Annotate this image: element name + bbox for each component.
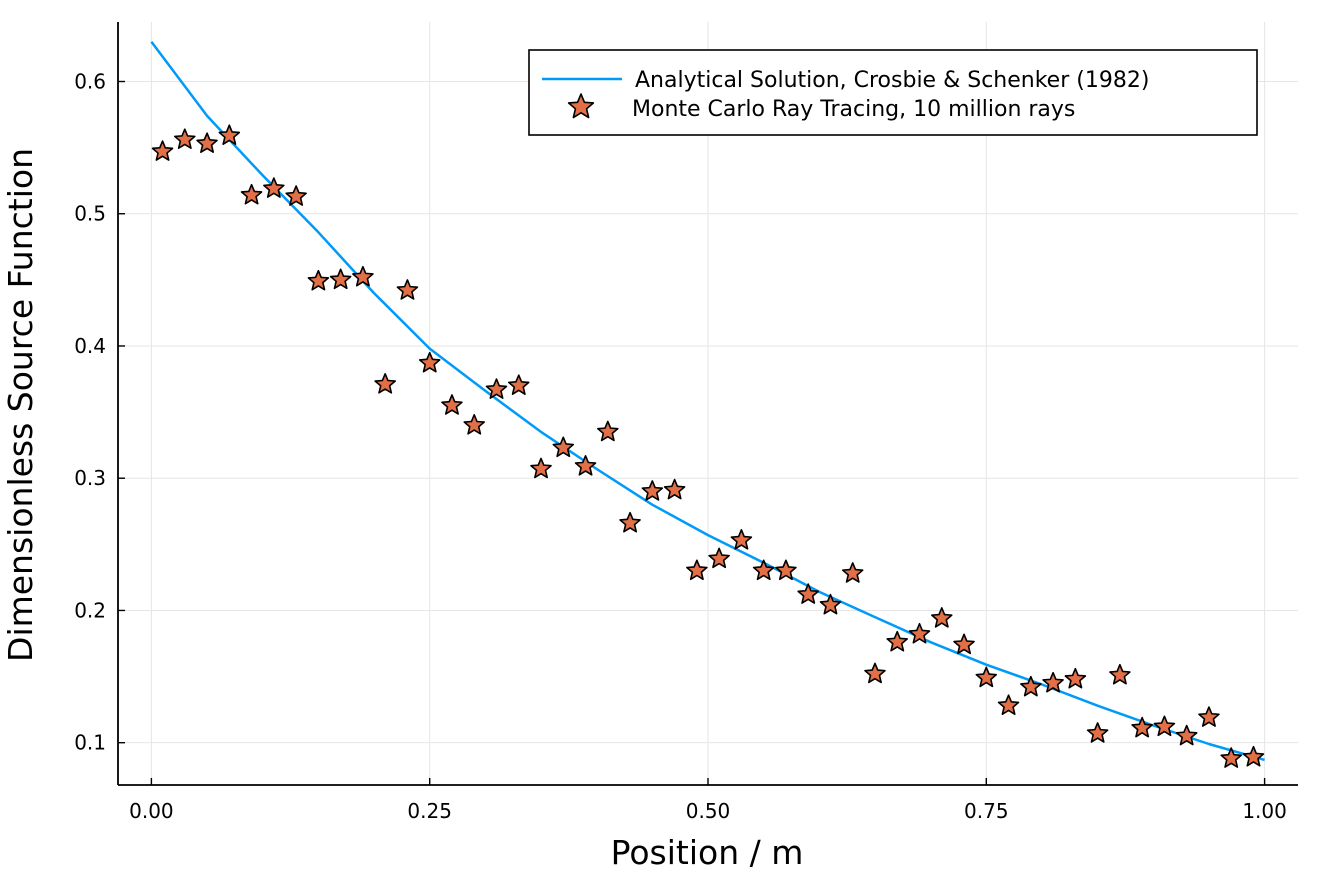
monte-carlo-point	[485, 378, 508, 399]
monte-carlo-point	[908, 622, 931, 644]
monte-carlo-point	[151, 140, 174, 161]
monte-carlo-point	[1153, 715, 1176, 737]
monte-carlo-point	[841, 562, 864, 583]
y-tick-label: 0.3	[74, 466, 106, 490]
x-axis-title: Position / m	[611, 833, 804, 872]
monte-carlo-point	[1242, 745, 1265, 767]
monte-carlo-point	[329, 268, 352, 290]
monte-carlo-point	[1086, 722, 1109, 743]
monte-carlo-point	[1131, 716, 1153, 738]
legend-label-monte-carlo: Monte Carlo Ray Tracing, 10 million rays	[632, 97, 1075, 122]
monte-carlo-point	[196, 132, 218, 153]
monte-carlo-point	[1109, 663, 1131, 685]
tick-labels: 0.00 0.25 0.50 0.75 1.00 0.1 0.2 0.3 0.4 0.5 0.6	[74, 70, 1287, 823]
x-tick-label: 0.25	[407, 799, 452, 823]
y-tick-label: 0.4	[74, 334, 106, 358]
monte-carlo-point	[1175, 724, 1198, 746]
monte-carlo-point	[886, 630, 909, 652]
monte-carlo-point	[619, 511, 641, 533]
monte-carlo-point	[174, 128, 196, 149]
monte-carlo-point	[663, 478, 686, 500]
monte-carlo-point	[953, 633, 975, 655]
x-tick-label: 0.00	[129, 799, 174, 823]
x-tick-label: 0.50	[686, 799, 731, 823]
monte-carlo-point	[597, 420, 619, 442]
monte-carlo-point	[418, 351, 441, 373]
analytical-solution-series	[150, 41, 1265, 762]
monte-carlo-point	[263, 177, 285, 198]
monte-carlo-point	[463, 414, 486, 435]
monte-carlo-point	[1198, 706, 1220, 727]
monte-carlo-point	[864, 662, 886, 684]
monte-carlo-point	[819, 593, 842, 615]
monte-carlo-point	[1020, 675, 1042, 697]
monte-carlo-point	[507, 374, 530, 395]
legend-star-swatch	[567, 93, 595, 119]
monte-carlo-point	[285, 185, 307, 206]
legend-box	[528, 49, 1258, 136]
monte-carlo-point	[374, 373, 396, 394]
monte-carlo-point	[797, 583, 819, 604]
x-tick-label: 1.00	[1242, 799, 1287, 823]
monte-carlo-point	[686, 559, 708, 581]
y-tick-label: 0.2	[74, 598, 106, 622]
y-tick-label: 0.6	[74, 70, 106, 94]
monte-carlo-point	[1064, 667, 1087, 689]
legend-label-analytical: Analytical Solution, Crosbie & Schenker …	[635, 68, 1149, 93]
monte-carlo-point	[1042, 671, 1064, 693]
monte-carlo-point	[218, 124, 241, 146]
y-tick-label: 0.1	[74, 731, 106, 755]
monte-carlo-point	[775, 559, 797, 581]
monte-carlo-point	[396, 279, 419, 300]
monte-carlo-point	[307, 269, 330, 291]
monte-carlo-point	[708, 547, 730, 569]
monte-carlo-point	[441, 394, 463, 415]
monte-carlo-point	[530, 457, 552, 479]
legend: Analytical Solution, Crosbie & Schenker …	[528, 49, 1258, 136]
monte-carlo-point	[975, 666, 998, 688]
grid-lines	[118, 22, 1298, 785]
monte-carlo-point	[752, 559, 775, 581]
monte-carlo-point	[641, 480, 664, 501]
monte-carlo-point	[1220, 747, 1242, 768]
monte-carlo-point	[730, 529, 753, 550]
monte-carlo-point	[574, 455, 597, 476]
monte-carlo-point	[552, 436, 575, 458]
y-axis-title: Dimensionless Source Function	[1, 148, 40, 662]
analytical-solution-line	[150, 41, 1265, 762]
axes	[117, 22, 1298, 786]
monte-carlo-point	[930, 607, 953, 628]
monte-carlo-point	[352, 265, 374, 287]
x-tick-label: 0.75	[964, 799, 1009, 823]
monte-carlo-point	[997, 694, 1020, 715]
monte-carlo-point	[240, 183, 263, 205]
monte-carlo-series	[151, 124, 1265, 768]
y-tick-label: 0.5	[74, 202, 106, 226]
